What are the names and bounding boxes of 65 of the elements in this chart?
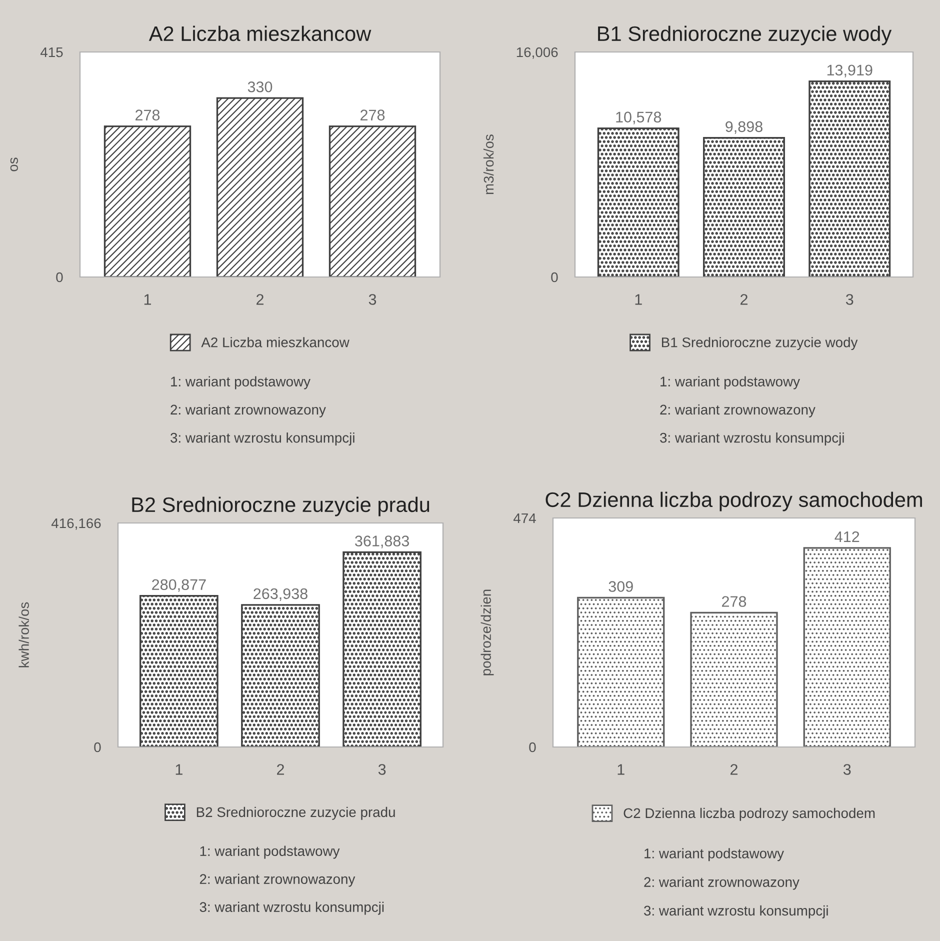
x-tick-label: 1 (144, 294, 152, 305)
bar (690, 612, 778, 747)
y-tick-label: 474 (513, 513, 536, 524)
x-tick-label: 3 (368, 294, 376, 305)
x-tick-label: 3 (378, 764, 386, 775)
y-tick-label: 0 (94, 742, 101, 752)
text: 2: wariant zrownowazony (170, 404, 326, 418)
bar (597, 127, 680, 277)
text: 1: wariant podstawowy (200, 846, 340, 859)
x-tick-label: 2 (730, 764, 738, 775)
bar (703, 137, 785, 277)
x-tick-label: 2 (277, 764, 284, 775)
bar (342, 551, 422, 747)
data-label: 13,919 (827, 64, 872, 78)
y-axis-title: podroze/dzien (480, 590, 494, 676)
x-tick-label: 1 (635, 294, 642, 305)
text: 3: wariant wzrostu konsumpcji (170, 432, 354, 446)
x-tick-label: 2 (740, 294, 748, 305)
x-tick-label: 2 (256, 294, 264, 305)
text: 3: wariant wzrostu konsumpcji (660, 432, 844, 446)
x-tick-label: 3 (846, 294, 854, 305)
legend-label: B1 Srednioroczne zuzycie wody (662, 337, 858, 350)
legend-label: B2 Srednioroczne zuzycie pradu (196, 806, 395, 820)
text: 2: wariant zrownowazony (644, 876, 800, 890)
data-label: 278 (136, 110, 160, 120)
x-tick-label: 1 (176, 764, 182, 775)
bar (803, 547, 891, 747)
bar (808, 80, 891, 277)
y-tick-label: 0 (551, 272, 558, 282)
y-tick-label: 415 (40, 47, 63, 58)
y-tick-label: 0 (56, 272, 63, 282)
text: 3: wariant wzrostu konsumpcji (200, 902, 384, 915)
data-label: 10,578 (616, 112, 662, 124)
text: 1: wariant podstawowy (644, 848, 784, 862)
y-axis-title: kwh/rok/os (18, 602, 29, 668)
y-axis-title: m3/rok/os (483, 134, 494, 194)
data-label: 9,898 (726, 121, 762, 134)
y-tick-label: 0 (529, 742, 536, 752)
y-axis-title: os (10, 158, 18, 172)
text: 1: wariant podstawowy (171, 376, 310, 390)
x-tick-label: 3 (843, 764, 851, 775)
data-label: 263,938 (254, 588, 308, 601)
data-label: 280,877 (152, 579, 206, 592)
y-tick-label: 16,006 (516, 47, 558, 59)
text: 2: wariant zrownowazony (660, 404, 816, 418)
chart-title: C2 Dzienna liczba podrozy samochodem (546, 492, 922, 512)
data-label: 330 (248, 81, 272, 92)
text: 2: wariant zrownowazony (200, 874, 356, 887)
data-label: 412 (834, 531, 860, 542)
text: 3: wariant wzrostu konsumpcji (644, 905, 828, 918)
text: 1: wariant podstawowy (660, 376, 800, 390)
data-label: 309 (608, 581, 633, 592)
bar (241, 604, 320, 747)
chart-title: A2 Liczba mieszkancow (148, 26, 372, 42)
y-tick-label: 416,166 (51, 518, 101, 530)
data-label: 278 (360, 110, 385, 120)
x-tick-label: 1 (618, 764, 624, 775)
bar (577, 596, 665, 747)
data-label: 361,883 (355, 536, 410, 548)
chart-title: B2 Srednioroczne zuzycie pradu (132, 496, 430, 516)
data-label: 278 (722, 596, 746, 607)
bar (140, 594, 218, 747)
legend-label: C2 Dzienna liczba podrozy samochodem (624, 808, 875, 821)
chart-title: B1 Srednioroczne zuzycie wody (598, 26, 892, 46)
legend-label: A2 Liczba mieszkancow (201, 337, 350, 348)
